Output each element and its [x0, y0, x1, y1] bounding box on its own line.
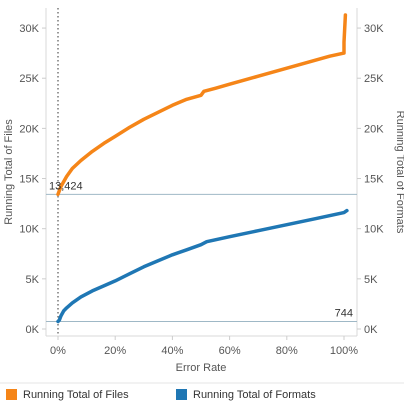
y-tick-label-left: 10K: [19, 224, 39, 236]
y-tick-label-right: 5K: [364, 274, 378, 286]
y-tick-label-left: 20K: [19, 123, 39, 135]
x-tick-label: 20%: [104, 345, 126, 357]
y-tick-label-left: 5K: [26, 274, 40, 286]
y-axis-title-left: Running Total of Files: [3, 119, 15, 225]
y-tick-label-left: 15K: [19, 174, 39, 186]
y-tick-label-left: 25K: [19, 73, 39, 85]
y-tick-label-left: 0K: [26, 324, 40, 336]
y-tick-label-right: 25K: [364, 73, 384, 85]
files-series-line: [56, 13, 348, 197]
y-tick-label-right: 15K: [364, 174, 384, 186]
y-tick-label-right: 30K: [364, 23, 384, 35]
y-tick-label-right: 20K: [364, 123, 384, 135]
x-axis-title: Error Rate: [176, 362, 227, 374]
x-tick-label: 40%: [161, 345, 183, 357]
formats-series-line: [56, 208, 349, 324]
y-tick-label-right: 10K: [364, 224, 384, 236]
legend-label: Running Total of Files: [23, 389, 129, 401]
legend-label: Running Total of Formats: [193, 389, 316, 401]
legend-swatch: [6, 389, 17, 400]
x-tick-label: 100%: [330, 345, 358, 357]
x-tick-label: 60%: [219, 345, 241, 357]
legend-swatch: [176, 389, 187, 400]
x-tick-label: 80%: [276, 345, 298, 357]
y-tick-label-left: 30K: [19, 23, 39, 35]
files-reference-label: 13,424: [49, 180, 83, 192]
formats-reference-label: 744: [335, 308, 353, 320]
y-axis-title-right: Running Total of Formats: [394, 111, 404, 234]
x-tick-label: 0%: [50, 345, 66, 357]
y-tick-label-right: 0K: [364, 324, 378, 336]
